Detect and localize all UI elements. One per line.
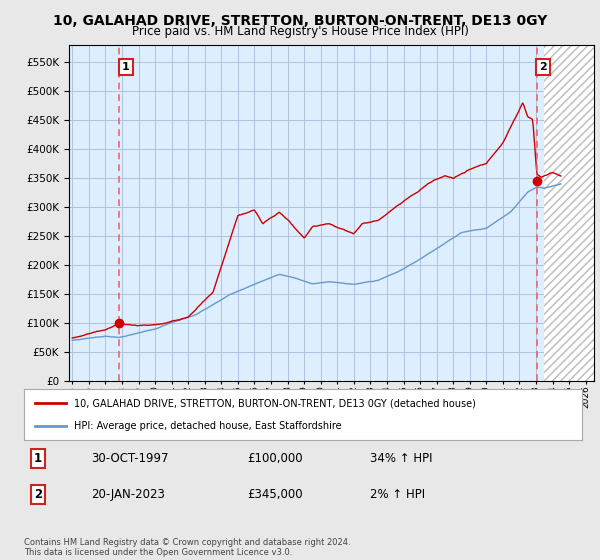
- Bar: [544, 45, 594, 381]
- Text: 34% ↑ HPI: 34% ↑ HPI: [370, 452, 433, 465]
- Text: 10, GALAHAD DRIVE, STRETTON, BURTON-ON-TRENT, DE13 0GY (detached house): 10, GALAHAD DRIVE, STRETTON, BURTON-ON-T…: [74, 398, 476, 408]
- Text: 2% ↑ HPI: 2% ↑ HPI: [370, 488, 425, 501]
- Text: £345,000: £345,000: [247, 488, 303, 501]
- Text: 1: 1: [122, 62, 130, 72]
- Text: Contains HM Land Registry data © Crown copyright and database right 2024.
This d: Contains HM Land Registry data © Crown c…: [24, 538, 350, 557]
- Text: £100,000: £100,000: [247, 452, 303, 465]
- Text: 2: 2: [539, 62, 547, 72]
- Text: 30-OCT-1997: 30-OCT-1997: [91, 452, 169, 465]
- Text: 2: 2: [34, 488, 42, 501]
- Text: Price paid vs. HM Land Registry's House Price Index (HPI): Price paid vs. HM Land Registry's House …: [131, 25, 469, 38]
- Text: HPI: Average price, detached house, East Staffordshire: HPI: Average price, detached house, East…: [74, 422, 342, 432]
- Text: 10, GALAHAD DRIVE, STRETTON, BURTON-ON-TRENT, DE13 0GY: 10, GALAHAD DRIVE, STRETTON, BURTON-ON-T…: [53, 14, 547, 28]
- Text: 20-JAN-2023: 20-JAN-2023: [91, 488, 165, 501]
- Text: 1: 1: [34, 452, 42, 465]
